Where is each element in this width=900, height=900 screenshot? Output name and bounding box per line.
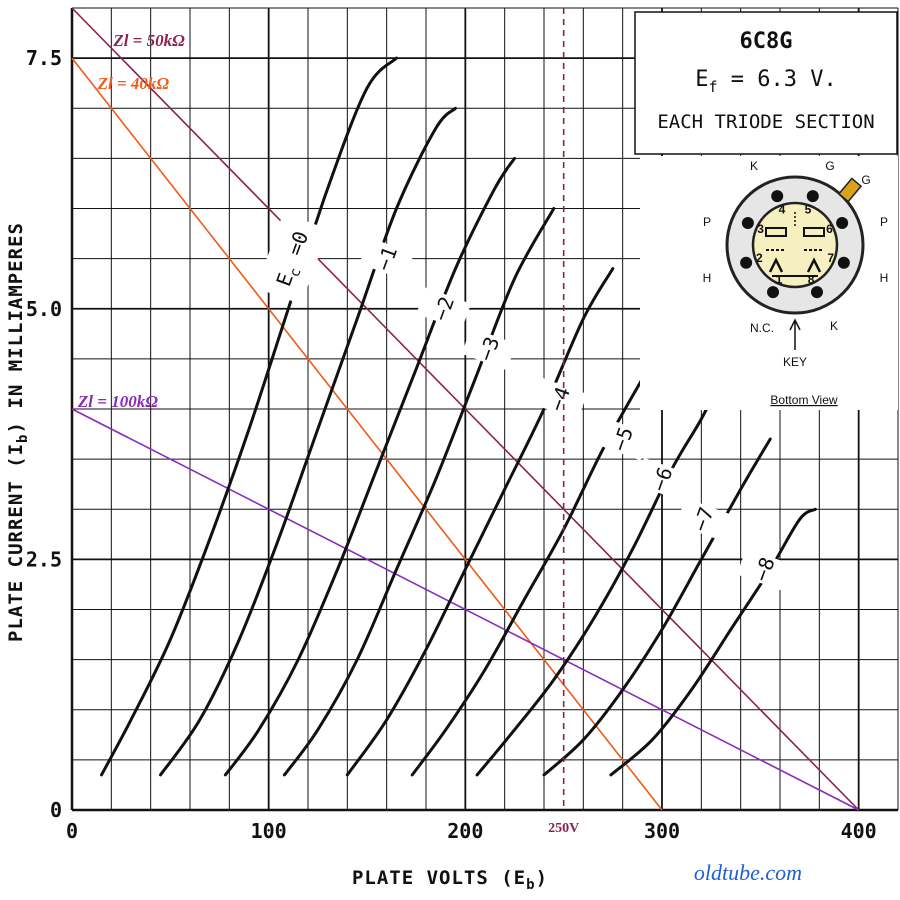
load-line-label: Zl = 100kΩ	[77, 392, 158, 411]
plate-curve	[282, 207, 556, 777]
pin-6	[836, 217, 849, 230]
y-tick-label: 7.5	[26, 46, 62, 70]
tube-base	[751, 201, 839, 289]
pin-3	[741, 217, 754, 230]
pin-label-h-right: H	[880, 271, 889, 285]
filament-voltage: Ef = 6.3 V.	[695, 67, 837, 96]
curve-label-background	[634, 457, 690, 501]
y-tick-label: 2.5	[26, 547, 62, 571]
pin-label-k-bottom: K	[830, 319, 838, 333]
x-tick-label: 300	[644, 819, 680, 843]
x-axis-label: PLATE VOLTS (Eb)	[352, 867, 548, 893]
pin-4	[771, 190, 784, 203]
key-arrow-icon	[789, 318, 801, 350]
x-tick-label: 100	[251, 819, 287, 843]
grid-cap-icon	[837, 177, 863, 203]
plate-curves	[100, 56, 817, 777]
curve-label-background	[736, 548, 792, 591]
plate-right-icon	[803, 227, 825, 237]
x-tick-label: 0	[66, 819, 78, 843]
cathode-icon	[768, 257, 822, 273]
plate-curve	[410, 327, 674, 777]
plate-curve	[609, 507, 817, 777]
y-tick-label: 5.0	[26, 297, 62, 321]
y-tick-label: 0	[50, 798, 62, 822]
watermark: oldtube.com	[694, 860, 802, 885]
pin-number: 8	[808, 272, 815, 286]
pin-number: 2	[756, 251, 763, 265]
load-line	[71, 408, 860, 811]
load-line-label: Zl = 40kΩ	[97, 74, 170, 93]
tube-title: 6C8G	[740, 29, 793, 54]
pin-label-g-cap: G	[861, 173, 870, 187]
plate-curve	[345, 267, 615, 777]
voltage-marker: 250V	[548, 8, 579, 836]
curve-label-background	[532, 377, 588, 421]
plate-curve	[223, 156, 516, 777]
curve-label-background	[256, 212, 329, 305]
load-line-label: Zl = 50kΩ	[112, 31, 185, 50]
voltage-marker-label: 250V	[548, 821, 579, 836]
x-tick-label: 200	[447, 819, 483, 843]
plate-left-icon	[765, 227, 787, 237]
info-box-frame	[634, 11, 898, 155]
curve-label-background	[675, 497, 731, 541]
pin-1	[767, 286, 780, 299]
plate-curve	[100, 56, 398, 777]
curve-label-background	[595, 417, 651, 461]
curve-label-background	[461, 327, 517, 371]
key-label: KEY	[783, 355, 807, 369]
pin-label-p-left: P	[703, 215, 711, 229]
plate-curve	[542, 437, 772, 777]
y-axis-label: PLATE CURRENT (Ib) IN MILLIAMPERES	[5, 222, 31, 642]
pin-label-h-left: H	[703, 271, 712, 285]
pin-label-p-right: P	[880, 215, 888, 229]
x-tick-label: 400	[841, 819, 877, 843]
curve-label-background	[359, 237, 415, 280]
pin-5	[806, 190, 819, 203]
load-line	[71, 7, 860, 811]
section-note: EACH TRIODE SECTION	[657, 111, 874, 133]
pin-7	[837, 256, 850, 269]
curve-label-background	[416, 287, 472, 331]
pin-2	[740, 256, 753, 269]
load-line	[71, 57, 663, 811]
bottom-view-caption: Bottom View	[770, 393, 837, 407]
pin-number: 7	[827, 251, 834, 265]
tick-labels: 0 100 200 300 400 0 2.5 5.0 7.5	[26, 46, 877, 843]
pin-number: 4	[779, 202, 786, 216]
pin-label-g-top: G	[825, 159, 834, 173]
pin-label-k-top: K	[750, 159, 758, 173]
info-box: 6C8G Ef = 6.3 V. EACH TRIODE SECTION	[634, 11, 898, 155]
pin-8	[810, 286, 823, 299]
curve-labels: Ec =0 −1−2−3−4−5−6−7−8	[256, 212, 792, 591]
pin-number: 5	[805, 202, 812, 216]
plate-curve	[159, 106, 457, 777]
pin-label-nc: N.C.	[750, 321, 774, 335]
pin-number: 1	[776, 272, 783, 286]
plate-curve	[475, 377, 723, 777]
pin-number: 6	[826, 222, 833, 236]
pin-number: 3	[757, 222, 764, 236]
